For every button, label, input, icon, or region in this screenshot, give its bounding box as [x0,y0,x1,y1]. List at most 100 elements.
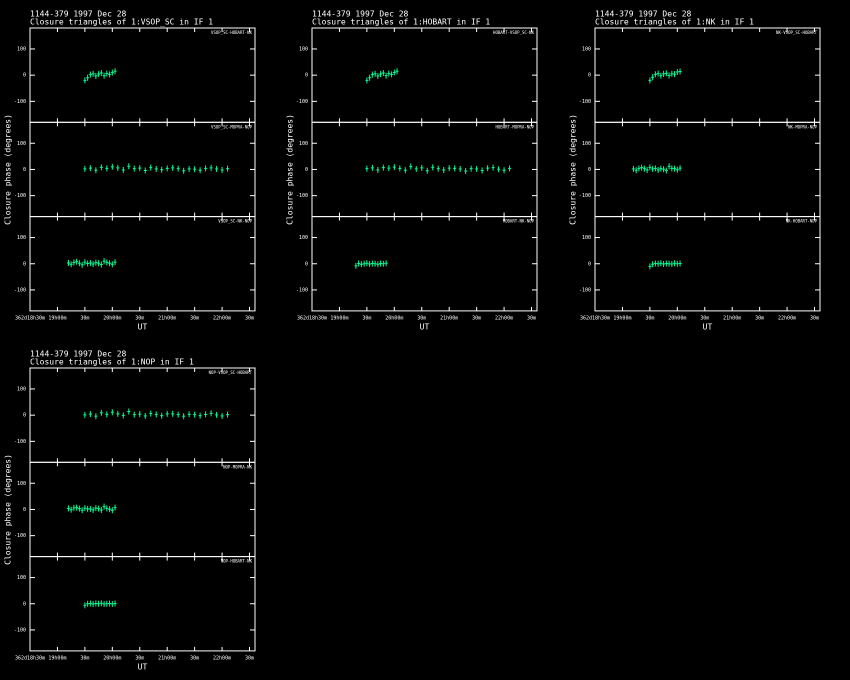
panel-frame [29,27,256,123]
x-tick-label: 30m [80,315,89,321]
y-tick-label: 0 [305,167,308,173]
x-tick-label: 21h00m [158,315,176,321]
x-tick-label: 30m [472,315,481,321]
panel-frame [29,121,256,218]
triangle-label: HOBART-VSOP_SC-NK [493,30,535,35]
panel-frame [29,556,256,652]
y-axis-label: Closure phase (degrees) [4,114,13,225]
y-tick-label: 0 [23,601,26,607]
x-tick-label: 21h00m [440,315,458,321]
triangle-label: VSOP_SC-MOPRA-NOP [211,124,253,129]
x-axis-label: UT [138,322,148,331]
y-tick-label: 100 [299,235,308,241]
x-tick-label: 22h00m [495,315,513,321]
chart-title: 1144-379 1997 Dec 28 [30,350,127,359]
chart-subtitle: Closure triangles of 1:NK in IF 1 [595,18,754,27]
chart-title: 1144-379 1997 Dec 28 [312,10,409,19]
x-tick-label: 19h00m [48,655,66,661]
x-tick-label: 30m [190,655,199,661]
x-tick-label: 20h00m [103,315,121,321]
x-tick-label: 21h00m [723,315,741,321]
x-tick-label: 30m [245,315,254,321]
panel-frame [29,461,256,558]
x-tick-label: 22h00m [213,655,231,661]
x-tick-label: 30m [135,315,144,321]
x-tick-label: 20h00m [385,315,403,321]
y-tick-label: 0 [588,167,591,173]
x-tick-label: 19h00m [613,315,631,321]
y-tick-label: 100 [17,386,26,392]
panel-frame [29,367,256,463]
y-tick-label: -100 [14,193,26,199]
y-tick-label: -100 [296,99,308,105]
x-tick-label: 30m [527,315,536,321]
x-tick-label: 22h00m [778,315,796,321]
x-axis-label: UT [420,322,430,331]
panel-frame [29,216,256,312]
triangle-label: NK-HOBART-NOP [786,219,818,224]
y-tick-label: 0 [588,73,591,79]
x-tick-label: 30m [645,315,654,321]
chart-subtitle: Closure triangles of 1:VSOP_SC in IF 1 [30,18,213,27]
x-tick-label: 20h00m [103,655,121,661]
x-tick-label: 30m [190,315,199,321]
x-axis-label: UT [703,322,713,331]
chart-title: 1144-379 1997 Dec 28 [595,10,692,19]
x-tick-label: 30m [80,655,89,661]
triangle-label: VSOP_SC-HOBART-NK [211,30,253,35]
y-axis-label: Closure phase (degrees) [4,454,13,565]
chart-subtitle: Closure triangles of 1:NOP in IF 1 [30,358,194,367]
x-tick-label: 30m [245,655,254,661]
triangle-label: NOP-HOBART-NK [221,559,253,564]
y-tick-label: 0 [23,167,26,173]
y-tick-label: -100 [14,99,26,105]
y-axis-label: Closure phase (degrees) [286,114,295,225]
y-tick-label: 100 [299,46,308,52]
y-tick-label: -100 [296,193,308,199]
x-tick-label: 362d18h30m [297,315,327,321]
y-tick-label: -100 [579,99,591,105]
y-tick-label: 100 [17,575,26,581]
y-tick-label: -100 [14,439,26,445]
y-tick-label: -100 [296,287,308,293]
y-tick-label: 100 [17,141,26,147]
y-tick-label: -100 [14,287,26,293]
y-tick-label: 100 [582,235,591,241]
y-tick-label: 100 [17,46,26,52]
chart-subtitle: Closure triangles of 1:HOBART in IF 1 [312,18,490,27]
y-tick-label: 100 [17,481,26,487]
y-tick-label: 100 [17,235,26,241]
y-tick-label: 0 [23,73,26,79]
y-tick-label: -100 [14,533,26,539]
x-tick-label: 30m [810,315,819,321]
x-tick-label: 20h00m [668,315,686,321]
x-tick-label: 362d18h30m [15,655,45,661]
x-tick-label: 19h00m [330,315,348,321]
triangle-label: NK-VSOP_SC-HOBART [776,30,818,35]
x-tick-label: 30m [700,315,709,321]
y-tick-label: 0 [23,261,26,267]
panel-frame [311,27,538,123]
triangle-label: HOBART-MOPRA-NOP [495,124,534,129]
x-tick-label: 30m [755,315,764,321]
y-tick-label: -100 [579,193,591,199]
y-axis-label: Closure phase (degrees) [569,114,578,225]
triangle-label: VSOP_SC-NK-NOP [218,219,252,224]
x-tick-label: 30m [362,315,371,321]
triangle-label: NOP-MOPRA-NK [223,464,252,469]
y-tick-label: 0 [588,261,591,267]
x-tick-label: 362d18h30m [15,315,45,321]
y-tick-label: -100 [14,627,26,633]
x-tick-label: 30m [417,315,426,321]
panel-frame [594,216,821,312]
y-tick-label: 0 [305,73,308,79]
chart-title: 1144-379 1997 Dec 28 [30,10,127,19]
x-axis-label: UT [138,662,148,671]
x-tick-label: 21h00m [158,655,176,661]
y-tick-label: 0 [23,507,26,513]
panel-frame [311,121,538,218]
triangle-label: HOBART-NK-NOP [503,219,535,224]
panel-frame [594,27,821,123]
